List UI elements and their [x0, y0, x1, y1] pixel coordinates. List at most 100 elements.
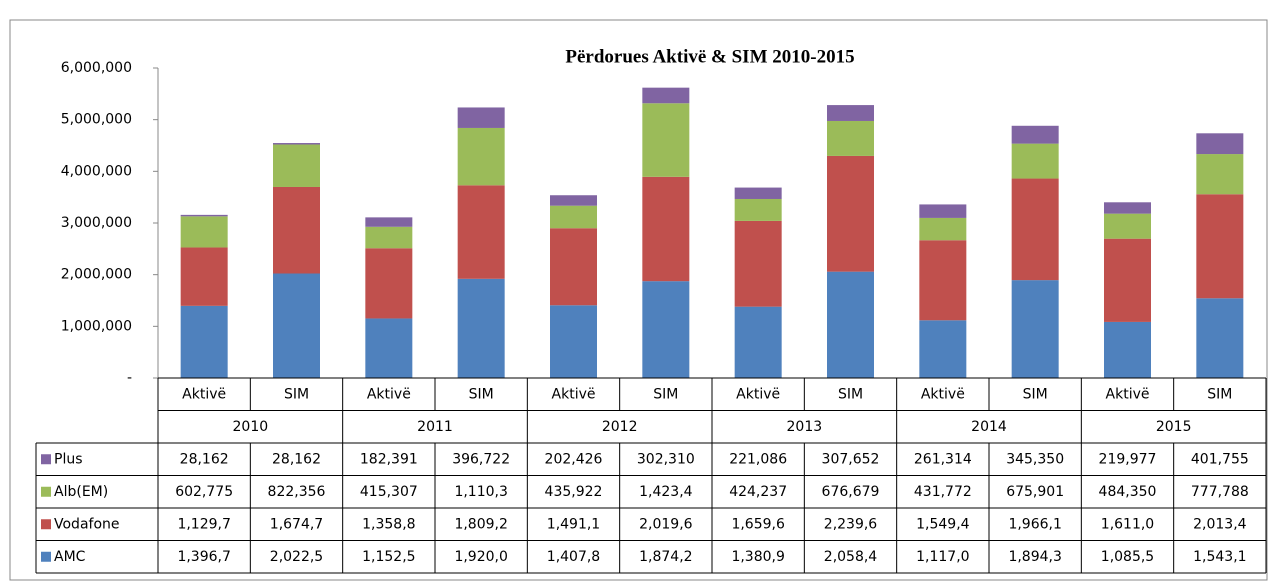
table-value: 1,152,5	[362, 549, 415, 565]
table-value: 221,086	[729, 451, 787, 467]
table-value: 401,755	[1191, 451, 1249, 467]
bar-segment	[365, 226, 413, 249]
bar-segment	[457, 185, 505, 279]
bar-segment	[180, 305, 228, 378]
legend-label: Plus	[54, 451, 83, 467]
bar-segment	[1104, 213, 1151, 239]
x-tick-label: SIM	[838, 386, 863, 402]
table-value: 1,423,4	[639, 484, 693, 500]
table-value: 2,019,6	[639, 516, 693, 532]
table-value: 219,977	[1099, 451, 1157, 467]
bar-segment	[1011, 280, 1059, 378]
bar-segment	[1104, 321, 1151, 378]
bar-segment	[734, 198, 782, 221]
table-value: 2,013,4	[1193, 516, 1247, 532]
table-value: 777,788	[1191, 484, 1249, 500]
group-label: 2014	[971, 419, 1007, 435]
table-value: 1,110,3	[454, 484, 507, 500]
table-value: 1,543,1	[1193, 549, 1246, 565]
bar-segment	[457, 127, 505, 186]
x-tick-label: Aktivë	[921, 386, 965, 402]
x-tick-label: Aktivë	[736, 386, 780, 402]
table-value: 1,674,7	[270, 516, 323, 532]
bar-segment	[365, 318, 413, 378]
x-tick-label: SIM	[1207, 386, 1232, 402]
table-value: 345,350	[1006, 451, 1064, 467]
x-tick-label: Aktivë	[367, 386, 411, 402]
bar-segment	[827, 155, 874, 272]
bar-segment	[1011, 178, 1059, 281]
table-value: 182,391	[360, 451, 418, 467]
table-value: 1,874,2	[639, 549, 692, 565]
table-value: 307,652	[822, 451, 880, 467]
bar-segment	[550, 205, 597, 229]
group-label: 2015	[1156, 419, 1192, 435]
table-value: 424,237	[729, 484, 787, 500]
table-value: 2,058,4	[824, 549, 878, 565]
y-tick-label: 5,000,000	[61, 112, 132, 128]
y-tick-label: 4,000,000	[61, 163, 132, 179]
bar-segment	[919, 240, 967, 321]
x-tick-label: SIM	[469, 386, 494, 402]
bar-segment	[734, 220, 782, 307]
legend-swatch	[41, 454, 51, 465]
bar-segment	[273, 186, 320, 274]
x-tick-label: Aktivë	[182, 386, 226, 402]
table-value: 1,407,8	[547, 549, 600, 565]
bar-segment	[1011, 125, 1059, 144]
legend-swatch	[41, 486, 51, 497]
table-value: 1,396,7	[177, 549, 230, 565]
table-value: 1,894,3	[1008, 549, 1061, 565]
bar-segment	[550, 305, 597, 378]
table-value: 1,380,9	[731, 549, 784, 565]
table-value: 1,085,5	[1101, 549, 1154, 565]
y-tick-label: -	[127, 370, 132, 386]
bar-segment	[642, 87, 690, 104]
y-tick-label: 1,000,000	[61, 318, 132, 334]
bar-segment	[1196, 194, 1244, 299]
table-value: 396,722	[452, 451, 510, 467]
table-value: 431,772	[914, 484, 972, 500]
table-value: 1,549,4	[916, 516, 970, 532]
legend-label: Alb(EM)	[54, 484, 108, 500]
x-tick-label: SIM	[284, 386, 309, 402]
bar-segment	[180, 247, 228, 306]
table-value: 2,022,5	[270, 549, 323, 565]
x-tick-label: Aktivë	[1106, 386, 1150, 402]
table-value: 1,659,6	[731, 516, 785, 532]
bar-segment	[273, 273, 320, 378]
bar-segment	[642, 103, 690, 177]
table-value: 484,350	[1099, 484, 1157, 500]
bar-segment	[827, 120, 874, 156]
table-value: 2,239,6	[824, 516, 878, 532]
table-value: 28,162	[272, 451, 321, 467]
legend-swatch	[41, 519, 51, 530]
table-value: 676,679	[822, 484, 880, 500]
table-value: 302,310	[637, 451, 695, 467]
bar-segment	[365, 217, 413, 227]
table-value: 1,129,7	[177, 516, 230, 532]
table-value: 1,117,0	[916, 549, 969, 565]
x-tick-label: Aktivë	[552, 386, 596, 402]
table-value: 261,314	[914, 451, 972, 467]
x-tick-label: SIM	[653, 386, 678, 402]
bar-segment	[919, 320, 967, 378]
group-label: 2012	[602, 419, 638, 435]
legend-label: Vodafone	[54, 516, 120, 532]
bar-segment	[457, 107, 505, 128]
bar-segment	[827, 271, 874, 378]
bar-segment	[550, 228, 597, 306]
table-value: 602,775	[175, 484, 233, 500]
bar-segment	[550, 195, 597, 206]
bar-segment	[1196, 298, 1244, 378]
bar-segment	[273, 143, 320, 145]
table-value: 1,611,0	[1101, 516, 1154, 532]
bar-segment	[642, 281, 690, 378]
table-value: 415,307	[360, 484, 418, 500]
y-tick-label: 3,000,000	[61, 215, 132, 231]
bar-segment	[180, 216, 228, 248]
table-value: 822,356	[268, 484, 326, 500]
table-value: 1,966,1	[1008, 516, 1061, 532]
bar-segment	[734, 306, 782, 378]
table-value: 1,809,2	[454, 516, 507, 532]
